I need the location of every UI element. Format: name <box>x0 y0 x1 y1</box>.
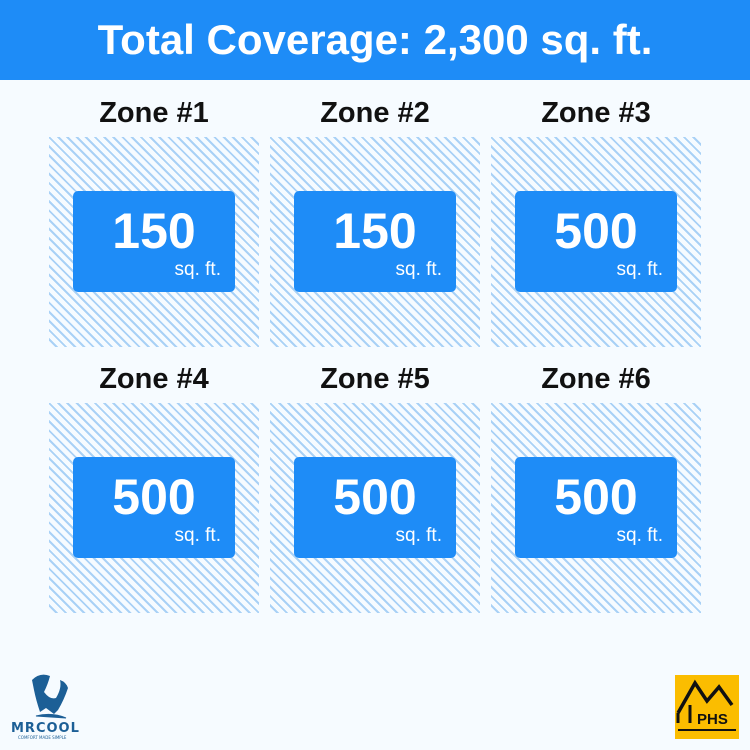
zone-coverage-card: 500 sq. ft. <box>73 457 235 558</box>
zone-title: Zone #3 <box>541 97 651 129</box>
zone-coverage-value: 500 <box>554 469 638 525</box>
zone-6: Zone #6 500 sq. ft. <box>491 363 701 613</box>
phs-logo: PHS <box>675 675 739 739</box>
zone-coverage-card: 150 sq. ft. <box>294 191 456 292</box>
zone-coverage-card: 500 sq. ft. <box>515 191 677 292</box>
page-title: Total Coverage: 2,300 sq. ft. <box>97 16 653 63</box>
svg-text:MRCOOL: MRCOOL <box>11 721 80 736</box>
zone-title: Zone #5 <box>320 363 430 395</box>
mrcool-logo: MRCOOL COMFORT MADE SIMPLE <box>10 670 120 740</box>
zone-3: Zone #3 500 sq. ft. <box>491 97 701 347</box>
zone-4: Zone #4 500 sq. ft. <box>49 363 259 613</box>
zone-coverage-value: 500 <box>112 469 196 525</box>
zone-coverage-unit: sq. ft. <box>174 525 221 546</box>
zone-coverage-card: 500 sq. ft. <box>294 457 456 558</box>
zone-coverage-value: 500 <box>333 469 417 525</box>
zone-coverage-unit: sq. ft. <box>616 259 663 280</box>
zone-2: Zone #2 150 sq. ft. <box>270 97 480 347</box>
zone-coverage-unit: sq. ft. <box>174 259 221 280</box>
zone-coverage-value: 500 <box>554 203 638 259</box>
zone-5: Zone #5 500 sq. ft. <box>270 363 480 613</box>
zone-coverage-card: 500 sq. ft. <box>515 457 677 558</box>
zone-title: Zone #1 <box>99 97 209 129</box>
polar-bear-icon: MRCOOL COMFORT MADE SIMPLE <box>11 674 80 740</box>
zone-coverage-value: 150 <box>112 203 196 259</box>
svg-text:PHS: PHS <box>697 711 728 728</box>
zone-title: Zone #2 <box>320 97 430 129</box>
zone-1: Zone #1 150 sq. ft. <box>49 97 259 347</box>
zone-coverage-card: 150 sq. ft. <box>73 191 235 292</box>
zone-coverage-unit: sq. ft. <box>616 525 663 546</box>
zone-title: Zone #4 <box>99 363 209 395</box>
zone-title: Zone #6 <box>541 363 651 395</box>
svg-text:COMFORT MADE SIMPLE: COMFORT MADE SIMPLE <box>18 735 67 740</box>
total-coverage-header: Total Coverage: 2,300 sq. ft. <box>0 0 750 80</box>
house-icon: PHS <box>676 679 736 731</box>
zone-coverage-value: 150 <box>333 203 417 259</box>
zone-coverage-unit: sq. ft. <box>395 525 442 546</box>
zone-coverage-unit: sq. ft. <box>395 259 442 280</box>
